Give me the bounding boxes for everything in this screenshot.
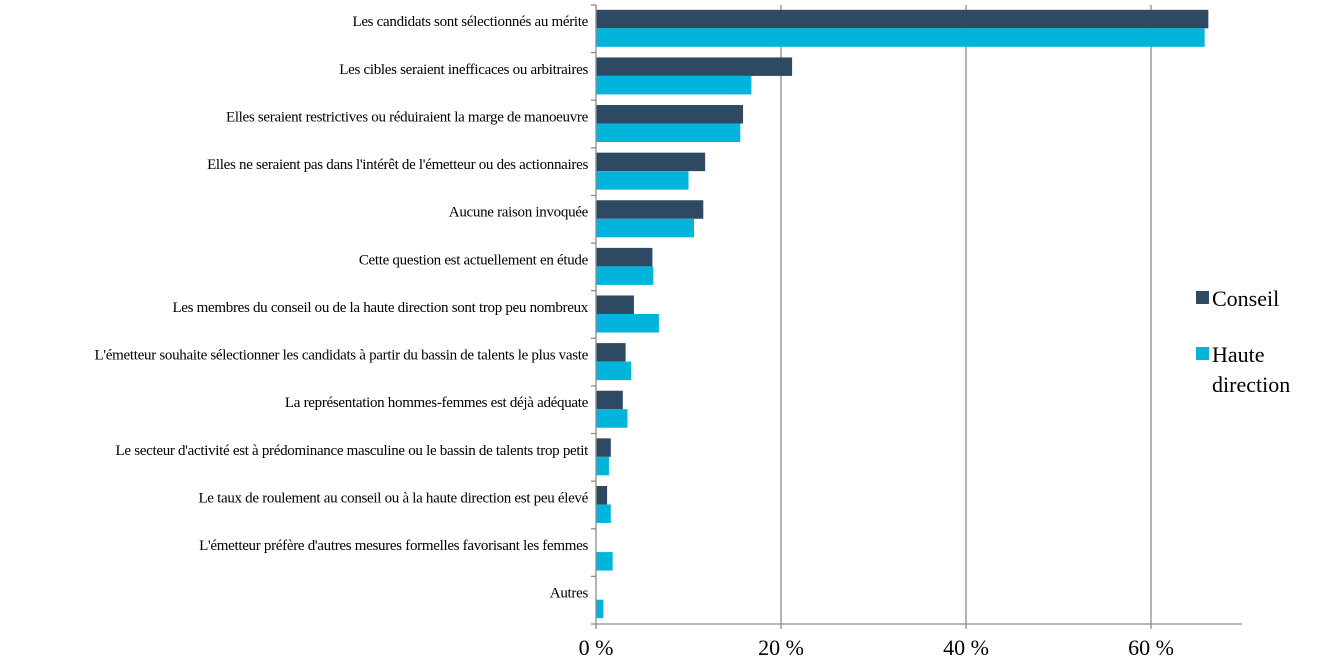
category-label: Les cibles seraient inefficaces ou arbit…: [339, 62, 588, 78]
category-label: Aucune raison invoquée: [449, 205, 589, 221]
category-label: Cette question est actuellement en étude: [359, 252, 589, 268]
category-label: Elles seraient restrictives ou réduiraie…: [226, 109, 589, 125]
category-label: Elles ne seraient pas dans l'intérêt de …: [207, 157, 588, 173]
category-label: La représentation hommes-femmes est déjà…: [285, 395, 589, 411]
gridlines: [780, 5, 1152, 624]
bar-haute-direction-12: [596, 599, 604, 619]
bar-conseil-10: [596, 485, 608, 505]
bar-haute-direction-9: [596, 456, 609, 476]
category-label: Les candidats sont sélectionnés au mérit…: [352, 14, 588, 30]
category-label: Les membres du conseil ou de la haute di…: [172, 300, 588, 316]
bar-conseil-4: [596, 200, 704, 219]
legend-label: Haute: [1212, 342, 1265, 367]
bar-conseil-2: [596, 105, 744, 124]
bar-haute-direction-5: [596, 266, 654, 285]
bar-haute-direction-2: [596, 123, 741, 143]
legend-label: direction: [1212, 372, 1290, 397]
bar-haute-direction-0: [596, 28, 1205, 47]
category-label: Le taux de roulement au conseil ou à la …: [198, 490, 588, 506]
bar-haute-direction-8: [596, 409, 628, 428]
legend-swatch-conseil: [1196, 291, 1209, 304]
category-label: Autres: [550, 586, 589, 602]
bar-conseil-7: [596, 343, 626, 362]
bar-haute-direction-10: [596, 504, 611, 523]
bar-haute-direction-7: [596, 361, 632, 381]
bar-conseil-6: [596, 295, 634, 314]
x-tick-label: 0 %: [579, 635, 614, 660]
bar-conseil-8: [596, 390, 623, 410]
legend-swatch-haute-direction: [1196, 347, 1209, 360]
x-tick-labels: 0 % 20 % 40 % 60 %: [579, 635, 1174, 660]
category-label: L'émetteur préfère d'autres mesures form…: [199, 538, 588, 554]
bar-conseil-9: [596, 438, 611, 457]
legend-label: Conseil: [1212, 286, 1279, 311]
bar-conseil-5: [596, 247, 653, 267]
bar-conseil-3: [596, 152, 706, 172]
legend: Conseil Haute direction: [1196, 286, 1290, 397]
bar-haute-direction-6: [596, 314, 659, 333]
x-tick-label: 60 %: [1128, 635, 1174, 660]
category-label: Le secteur d'activité est à prédominance…: [116, 443, 590, 459]
bar-conseil-0: [596, 9, 1209, 29]
bar-haute-direction-11: [596, 552, 613, 571]
axes: [591, 4, 1242, 629]
bar-haute-direction-4: [596, 218, 695, 238]
bar-conseil-1: [596, 57, 793, 76]
x-tick-label: 20 %: [758, 635, 804, 660]
bars: [596, 9, 1209, 619]
bar-haute-direction-3: [596, 171, 689, 190]
category-labels: Les candidats sont sélectionnés au mérit…: [95, 14, 590, 601]
x-tick-label: 40 %: [943, 635, 989, 660]
category-label: L'émetteur souhaite sélectionner les can…: [95, 348, 589, 364]
bar-haute-direction-1: [596, 75, 752, 95]
